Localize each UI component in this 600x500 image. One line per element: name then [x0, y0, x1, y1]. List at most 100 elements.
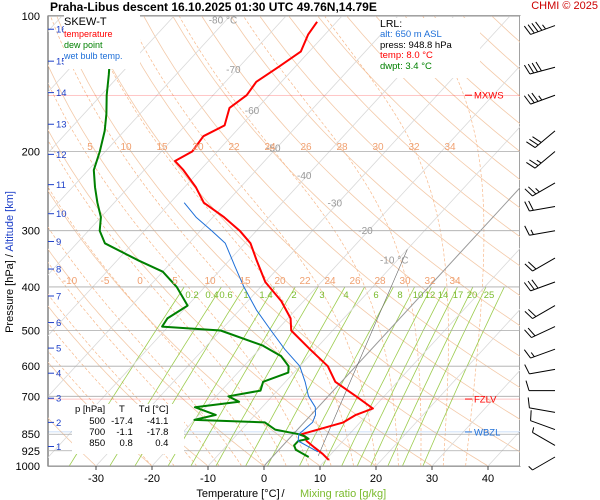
mixing-ratio-label: 14	[438, 290, 449, 301]
isotherm-label: -10 °C	[380, 256, 408, 267]
wind-barb	[523, 61, 556, 75]
wind-barb	[524, 225, 556, 236]
isotherm-label: -80 °C	[209, 16, 237, 27]
wind-barb-half	[542, 24, 547, 30]
altitude-tick-label: 13	[56, 120, 67, 131]
isotherm	[263, 187, 520, 466]
mixing-ratio-label: 0.4	[205, 290, 218, 301]
moist-adiabat-label: -5	[101, 276, 110, 287]
wind-barb	[524, 200, 556, 212]
dry-adiabat	[230, 16, 520, 297]
wind-barb-flag	[527, 94, 535, 104]
isotherm-label: -20	[358, 226, 373, 237]
isotherm	[48, 16, 287, 276]
moist-adiabat-label: 26	[349, 276, 361, 287]
wind-barb-flag	[524, 329, 532, 338]
wind-barb-flag	[531, 279, 539, 289]
level-t: 0.8	[119, 438, 133, 449]
isotherm	[319, 248, 520, 466]
dry-adiabat	[172, 16, 520, 357]
isotherm	[95, 16, 511, 466]
altitude-tick-label: 15	[56, 57, 67, 68]
isotherm	[48, 16, 455, 458]
dew-point-line	[92, 16, 310, 458]
wind-barb-staff	[530, 25, 556, 35]
pressure-tick-label: 600	[22, 361, 40, 373]
moist-adiabat-label: 5	[172, 276, 178, 287]
wind-barb	[526, 130, 556, 149]
altitude-tick-label: 8	[56, 265, 61, 276]
wind-barb	[525, 380, 555, 392]
legend-temperature: temperature	[64, 29, 113, 39]
wind-barb-flag	[523, 95, 531, 105]
wind-barbs	[523, 21, 556, 471]
moist-adiabat-label: 32	[408, 142, 420, 153]
wind-barb-staff	[530, 94, 556, 105]
wind-barb-staff	[529, 230, 556, 236]
wind-barb-flag	[529, 159, 539, 167]
altitude-tick-label: 12	[56, 150, 67, 161]
dry-adiabat	[317, 16, 520, 209]
level-td: 0.4	[155, 438, 169, 449]
wet-bulb-line	[183, 202, 319, 453]
wind-barb-staff	[532, 431, 556, 446]
altitude-tick-label: 5	[56, 344, 61, 355]
wind-barb-flag	[526, 141, 536, 149]
x-tick-label: -20	[144, 473, 160, 485]
moist-adiabat-label: 20	[192, 142, 204, 153]
y-axis-title-pressure: Pressure [hPa]	[4, 260, 16, 333]
copyright: CHMI © 2025	[531, 0, 598, 12]
level-p: 500	[89, 416, 106, 427]
wind-barb-half	[528, 466, 533, 471]
moist-adiabat-label: 34	[449, 276, 461, 287]
mixing-ratio-label: 2	[291, 290, 296, 301]
wind-barb	[523, 279, 556, 292]
legend-wet-bulb: wet bulb temp.	[64, 51, 123, 61]
wind-barb	[523, 348, 556, 359]
wind-barb-half	[535, 188, 540, 193]
dry-adiabat	[259, 16, 520, 267]
pressure-tick-label: 500	[22, 326, 40, 338]
moist-adiabat-label: 5	[87, 142, 93, 153]
lrl-press: press: 948.8 hPa	[380, 39, 452, 51]
wind-barb	[527, 397, 556, 413]
wind-barb-flag	[523, 64, 531, 75]
moist-adiabat-label: 15	[156, 142, 168, 153]
moist-adiabat-label: -10	[63, 276, 78, 287]
wind-barb	[530, 410, 556, 431]
isotherm	[48, 16, 231, 215]
moist-adiabat-label: 22	[299, 276, 311, 287]
wind-barb-half	[530, 352, 535, 357]
wind-barb-flag	[524, 201, 530, 212]
mixing-ratio-label: 17	[453, 290, 464, 301]
level-header-t: T	[119, 404, 125, 415]
wind-barb	[531, 427, 556, 446]
altitude-tick-label: 1	[56, 442, 61, 453]
moist-adiabat-label: 15	[239, 276, 251, 287]
legend-dew-point: dew point	[64, 40, 103, 50]
wind-barb	[524, 364, 556, 375]
wind-barb-flag	[535, 21, 543, 31]
altitude-tick-label: 11	[56, 180, 66, 191]
mixing-ratio-label: 8	[397, 290, 402, 301]
wind-barb-staff	[529, 66, 556, 75]
altitude-tick-label: 7	[56, 291, 61, 302]
wind-barb-flag	[531, 92, 539, 102]
legend: SKEW-T temperature dew point wet bulb te…	[64, 15, 140, 69]
level-p: 700	[89, 427, 106, 438]
wind-barb	[526, 151, 556, 169]
isotherm-label: -70	[226, 65, 241, 76]
pressure-tick-label: 100	[22, 11, 40, 23]
pressure-tick-label: 400	[22, 282, 40, 294]
altitude-tick-label: 10	[56, 209, 67, 220]
lrl-title: LRL:	[380, 18, 403, 30]
altitude-tick-label: 9	[56, 237, 61, 248]
isotherm	[375, 308, 520, 466]
mixing-ratio-label: 12	[425, 290, 436, 301]
lrl-alt: alt: 650 m ASL	[380, 29, 442, 40]
wind-barb-flag	[524, 188, 533, 197]
lrl-box: LRL: alt: 650 m ASL press: 948.8 hPa tem…	[380, 18, 480, 78]
moist-adiabat-label: 20	[274, 276, 286, 287]
wind-barb-staff	[532, 456, 556, 471]
wind-barb-flag	[531, 62, 539, 73]
